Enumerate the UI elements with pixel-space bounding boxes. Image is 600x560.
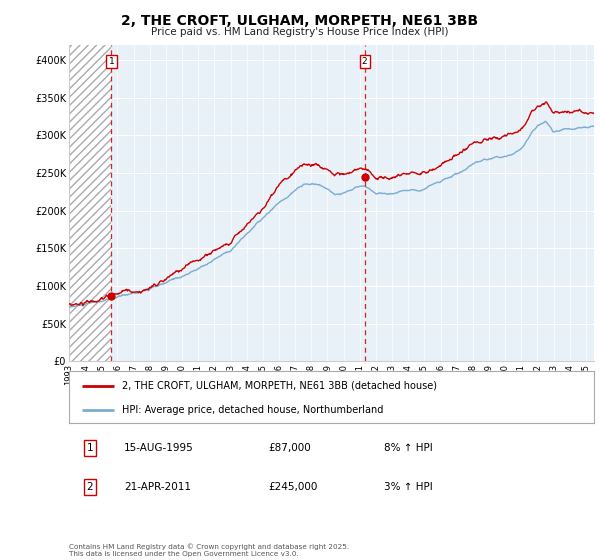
- Text: £87,000: £87,000: [269, 443, 311, 453]
- Text: 2, THE CROFT, ULGHAM, MORPETH, NE61 3BB: 2, THE CROFT, ULGHAM, MORPETH, NE61 3BB: [121, 14, 479, 28]
- Text: 1: 1: [86, 443, 94, 453]
- Text: 2: 2: [86, 482, 94, 492]
- Text: Contains HM Land Registry data © Crown copyright and database right 2025.
This d: Contains HM Land Registry data © Crown c…: [69, 544, 349, 557]
- Text: 3% ↑ HPI: 3% ↑ HPI: [384, 482, 433, 492]
- Text: HPI: Average price, detached house, Northumberland: HPI: Average price, detached house, Nort…: [121, 405, 383, 415]
- Text: 8% ↑ HPI: 8% ↑ HPI: [384, 443, 433, 453]
- Text: £245,000: £245,000: [269, 482, 318, 492]
- Text: 21-APR-2011: 21-APR-2011: [124, 482, 191, 492]
- Text: 2: 2: [362, 57, 367, 66]
- Bar: [69, 45, 112, 361]
- Text: 2, THE CROFT, ULGHAM, MORPETH, NE61 3BB (detached house): 2, THE CROFT, ULGHAM, MORPETH, NE61 3BB …: [121, 381, 437, 391]
- Text: 15-AUG-1995: 15-AUG-1995: [124, 443, 194, 453]
- Text: 1: 1: [109, 57, 114, 66]
- Text: Price paid vs. HM Land Registry's House Price Index (HPI): Price paid vs. HM Land Registry's House …: [151, 27, 449, 37]
